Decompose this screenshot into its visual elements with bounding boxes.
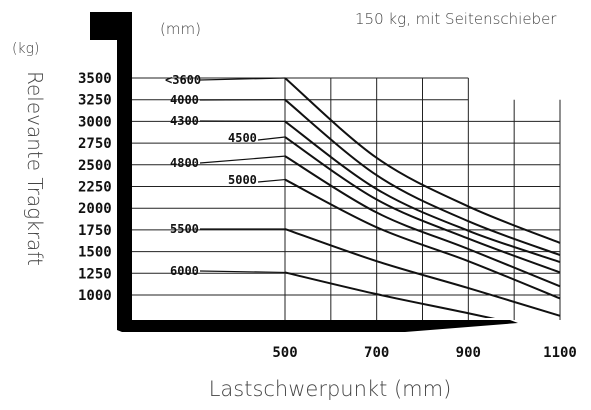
series-line [284,178,561,300]
series-label: 6000 [170,264,199,278]
series-leader-line [257,178,286,183]
x-tick-label: 500 [272,345,297,361]
y-tick-label: 2250 [78,180,112,196]
series-leader-line [199,155,286,164]
series-leader-line [199,77,286,81]
series-label: 5000 [228,173,257,187]
y-tick-label: 2750 [78,136,112,152]
series-label: 4300 [170,114,199,128]
series-label: 5500 [170,222,199,236]
y-tick-label: 3000 [78,114,112,130]
series-leader-line [257,136,286,141]
x-tick-label: 700 [364,345,389,361]
series-label: 4000 [170,93,199,107]
y-tick-label: 3500 [78,71,112,87]
series-line [284,228,561,317]
series-line [284,77,561,244]
y-axis-label: Relevante Tragkraft [23,71,47,266]
x-tick-label: 1100 [543,345,577,361]
x-axis-label: Lastschwerpunkt (mm) [209,377,452,401]
chart-series: <3600 4000 4300 4500 4800 5000 5500 6000 [165,73,561,318]
series-label: 4500 [228,131,257,145]
series-line [284,98,561,257]
y-tick-label: 1750 [78,223,112,239]
chart-ticks: 3500 3250 3000 2750 2500 2250 2000 1750 1500 1250… [78,71,577,361]
y-tick-label: 1500 [78,245,112,261]
y-unit-label: (kg) [12,41,39,57]
series-label: 4800 [170,156,199,170]
series-line [284,136,561,274]
series-line [284,155,561,288]
y-tick-label: 3250 [78,93,112,109]
y-tick-label: 1000 [78,288,112,304]
x-tick-label: 900 [456,345,481,361]
top-unit-label: (mm) [160,20,201,38]
y-tick-label: 2000 [78,201,112,217]
series-leader-line [199,270,286,274]
y-tick-label: 1250 [78,266,112,282]
series-line [284,120,561,263]
y-tick-label: 2500 [78,158,112,174]
series-label: <3600 [165,73,201,87]
chart-subtitle: 150 kg, mit Seitenschieber [355,10,557,28]
series-line [284,271,496,318]
